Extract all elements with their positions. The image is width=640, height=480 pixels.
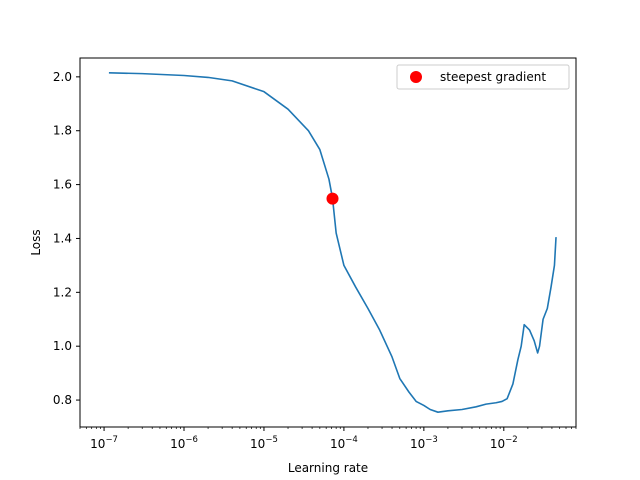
y-tick-label: 0.8 — [53, 393, 72, 407]
y-axis-ticks: 0.8 1.0 1.2 1.4 1.6 1.8 2.0 — [53, 70, 80, 407]
y-tick-label: 1.4 — [53, 231, 72, 245]
legend-box — [396, 64, 570, 90]
x-tick-label: 10−4 — [330, 435, 358, 451]
plot-frame — [79, 57, 577, 428]
legend: steepest gradient — [396, 64, 570, 90]
x-tick-label: 10−7 — [90, 435, 118, 451]
y-axis-label: Loss — [29, 229, 43, 255]
y-tick-label: 1.2 — [53, 285, 72, 299]
plot-content — [108, 72, 557, 413]
x-tick-label: 10−5 — [250, 435, 278, 451]
steepest-gradient-point — [326, 192, 339, 205]
y-tick-label: 1.0 — [53, 339, 72, 353]
x-tick-label: 10−2 — [490, 435, 518, 451]
x-tick-label: 10−3 — [410, 435, 438, 451]
y-tick-label: 1.8 — [53, 124, 72, 138]
loss-curve — [108, 72, 557, 413]
y-tick-label: 2.0 — [53, 70, 72, 84]
x-axis-ticks: 10−7 10−6 10−5 10−4 10−3 10−2 — [79, 427, 577, 451]
y-tick-label: 1.6 — [53, 178, 72, 192]
x-axis-label: Learning rate — [288, 461, 368, 475]
legend-entry-steepest-gradient: steepest gradient — [440, 70, 546, 84]
legend-marker — [410, 71, 422, 83]
x-tick-label: 10−6 — [170, 435, 198, 451]
